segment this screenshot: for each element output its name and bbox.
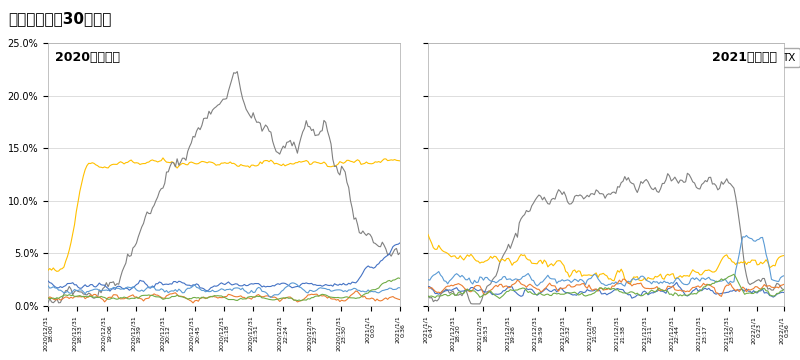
Text: 個人接触率：30代男性: 個人接触率：30代男性 [8,11,111,26]
Legend: CX, EX, NHK, NTV, TBS, TX: CX, EX, NHK, NTV, TBS, TX [501,48,799,67]
Text: 2021年大晦日: 2021年大晦日 [712,51,777,64]
Text: 2020年大晦日: 2020年大晦日 [55,51,120,64]
